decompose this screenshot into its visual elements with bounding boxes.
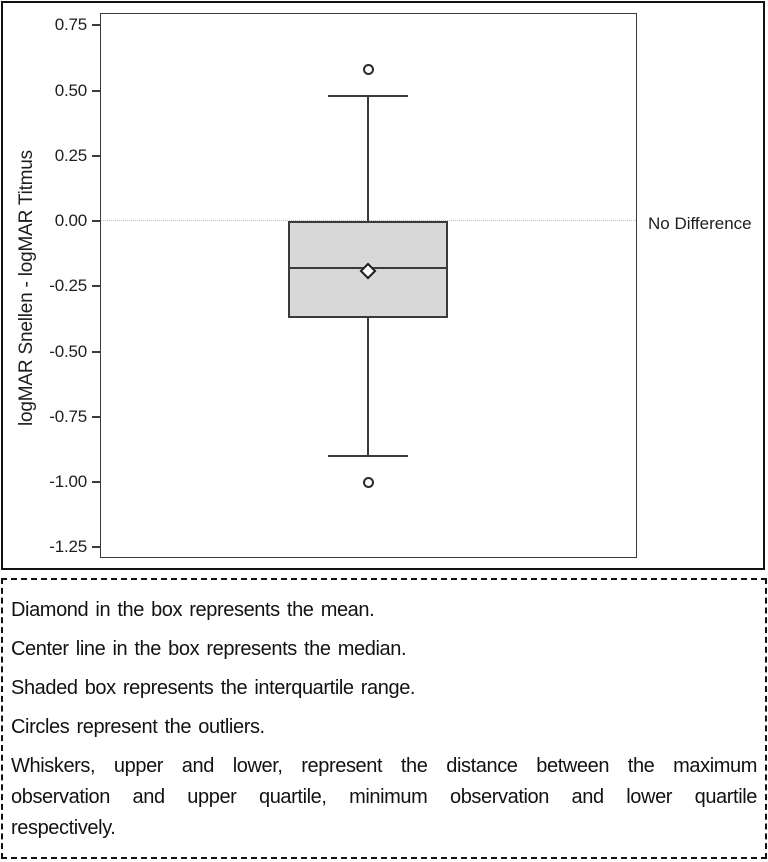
- y-tick-mark: [92, 481, 101, 484]
- outlier-circle: [362, 476, 374, 488]
- y-tick-mark: [92, 89, 101, 92]
- y-tick-mark: [92, 546, 101, 549]
- y-tick-label: 0.00: [54, 211, 87, 231]
- y-tick-mark: [92, 350, 101, 353]
- note-paragraph: Shaded box represents the interquartile …: [11, 677, 416, 699]
- whisker-upper-cap: [328, 94, 408, 97]
- reference-line-label: No Difference: [648, 214, 752, 234]
- y-tick-label: -0.25: [49, 276, 87, 296]
- chart-panel: logMAR Snellen - logMAR Titmus 0.75 0.50 0…: [1, 1, 765, 570]
- y-tick-label: 0.75: [54, 15, 87, 35]
- y-tick-label: -0.50: [49, 341, 87, 361]
- y-tick-label: 0.25: [54, 145, 87, 165]
- note-paragraph: Center line in the box represents the me…: [11, 638, 407, 660]
- whisker-upper-line: [367, 95, 369, 222]
- y-tick-mark: [92, 220, 101, 223]
- note-paragraph: Circles represent the outliers.: [11, 716, 265, 738]
- y-tick-label: -0.75: [49, 406, 87, 426]
- whisker-lower-line: [367, 317, 369, 456]
- legend-notes-panel: Diamond in the box represents the mean. C…: [1, 578, 767, 859]
- note-paragraph: Diamond in the box represents the mean.: [11, 599, 375, 621]
- whisker-lower-cap: [328, 455, 408, 458]
- y-tick-mark: [92, 285, 101, 288]
- y-tick-label: 0.50: [54, 80, 87, 100]
- y-tick-mark: [92, 154, 101, 157]
- y-tick-label: -1.25: [49, 537, 87, 557]
- plot-area: 0.75 0.50 0.25 0.00 -0.25 -0.50 -0.75 -1.00 -1.2…: [49, 13, 637, 558]
- y-tick-mark: [92, 415, 101, 418]
- y-tick-mark: [92, 24, 101, 27]
- note-paragraph: Whiskers, upper and lower, represent the…: [11, 755, 757, 839]
- y-tick-label: -1.00: [49, 472, 87, 492]
- outlier-circle: [362, 64, 374, 76]
